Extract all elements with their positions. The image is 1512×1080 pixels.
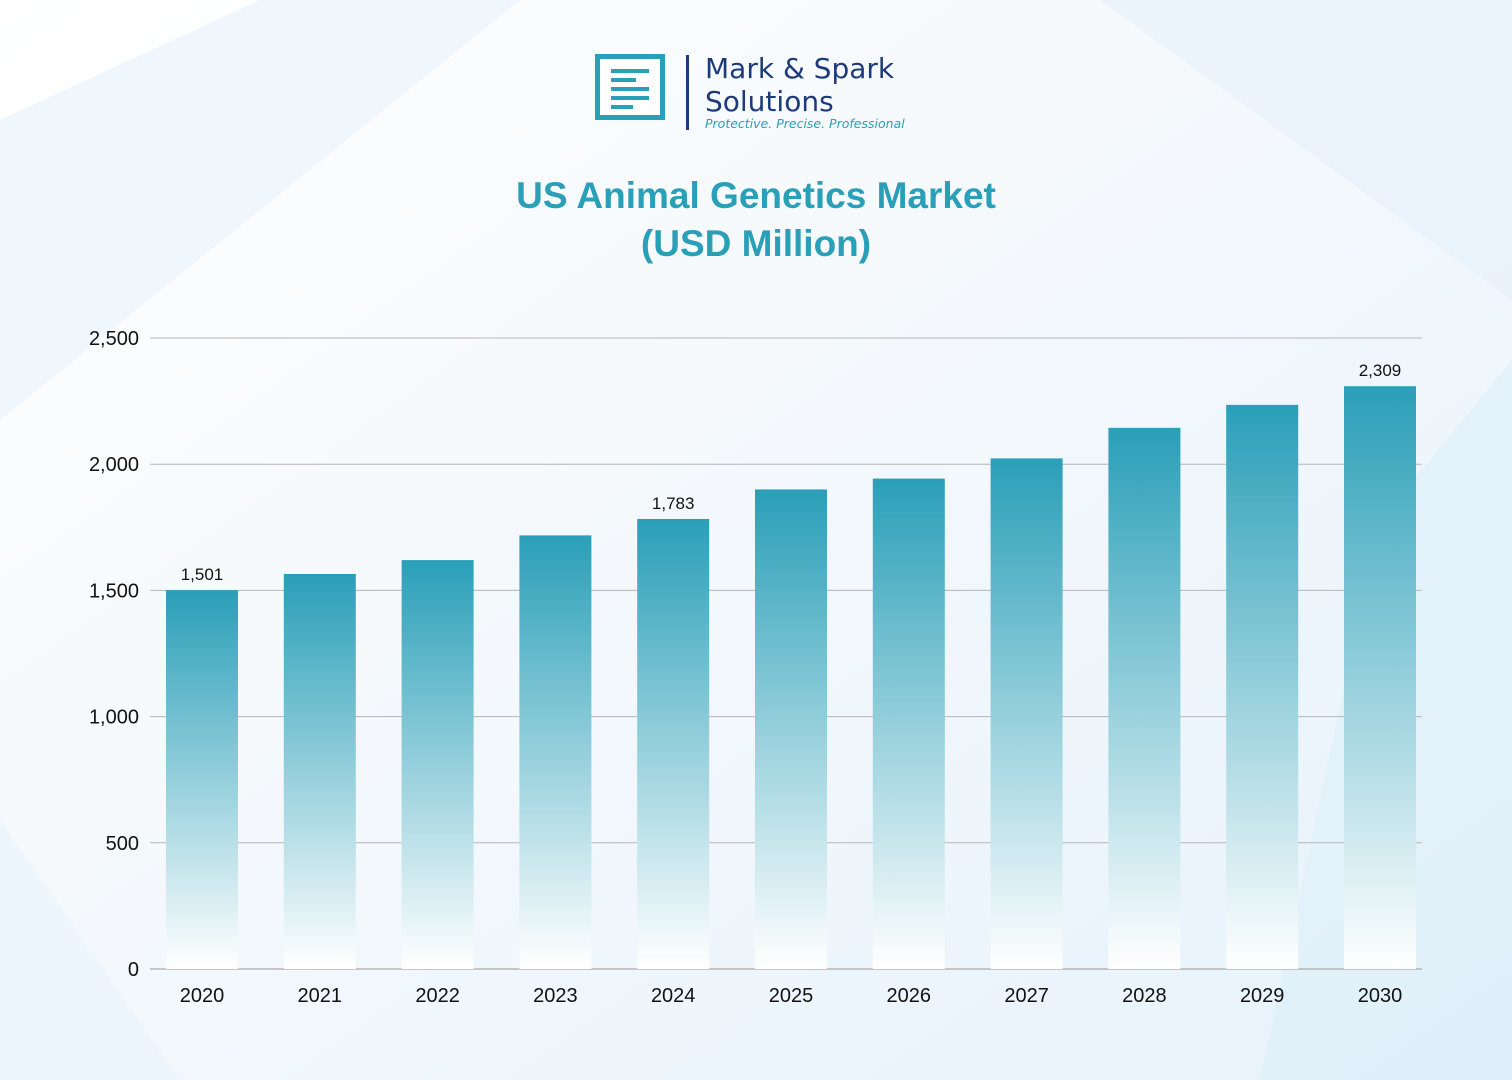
x-tick-label: 2029 [1240, 985, 1285, 1007]
bar-2027 [990, 458, 1063, 969]
logo-name-line1: Mark & Spark [705, 52, 895, 85]
y-tick-label: 500 [106, 833, 139, 855]
y-tick-label: 0 [128, 959, 139, 981]
document-icon [595, 54, 665, 120]
company-logo: Mark & Spark Solutions Protective. Preci… [595, 52, 935, 134]
y-tick-label: 1,000 [89, 707, 139, 729]
data-label: 1,501 [181, 565, 224, 584]
x-tick-label: 2028 [1122, 985, 1167, 1007]
x-tick-label: 2030 [1358, 985, 1403, 1007]
logo-name-line2: Solutions [705, 85, 834, 118]
data-labels: 1,501 1,783 2,309 [181, 361, 1402, 584]
bar-2028 [1108, 427, 1181, 970]
logo-divider [686, 55, 689, 130]
bars [166, 386, 1416, 970]
chart-title-line1: US Animal Genetics Market [516, 175, 996, 216]
x-tick-label: 2021 [298, 985, 343, 1007]
y-axis-tick-labels: 0 500 1,000 1,500 2,000 2,500 [89, 328, 139, 981]
bar-2030 [1344, 386, 1416, 970]
bar-2020 [166, 590, 238, 969]
x-tick-label: 2027 [1004, 985, 1049, 1007]
x-tick-label: 2020 [180, 985, 225, 1007]
logo-tagline: Protective. Precise. Professional [705, 116, 905, 131]
data-label: 2,309 [1359, 361, 1402, 380]
y-tick-label: 1,500 [89, 580, 139, 602]
chart-title: US Animal Genetics Market (USD Million) [0, 172, 1512, 268]
x-tick-label: 2024 [651, 985, 696, 1007]
x-axis-tick-labels: 2020 2021 2022 2023 2024 2025 2026 2027 2028 2029… [180, 985, 1403, 1007]
bar-2029 [1226, 404, 1299, 969]
x-tick-label: 2025 [769, 985, 814, 1007]
x-tick-label: 2022 [415, 985, 460, 1007]
bar-2021 [283, 573, 356, 969]
bar-2024 [637, 518, 710, 969]
y-tick-label: 2,000 [89, 454, 139, 476]
bar-2023 [519, 535, 592, 969]
x-tick-label: 2026 [887, 985, 932, 1007]
bar-2026 [872, 478, 945, 969]
chart-title-line2: (USD Million) [640, 223, 872, 264]
y-tick-label: 2,500 [89, 328, 139, 350]
x-tick-label: 2023 [533, 985, 578, 1007]
bar-2022 [401, 560, 474, 969]
data-label: 1,783 [652, 494, 695, 513]
bar-2025 [755, 489, 827, 969]
